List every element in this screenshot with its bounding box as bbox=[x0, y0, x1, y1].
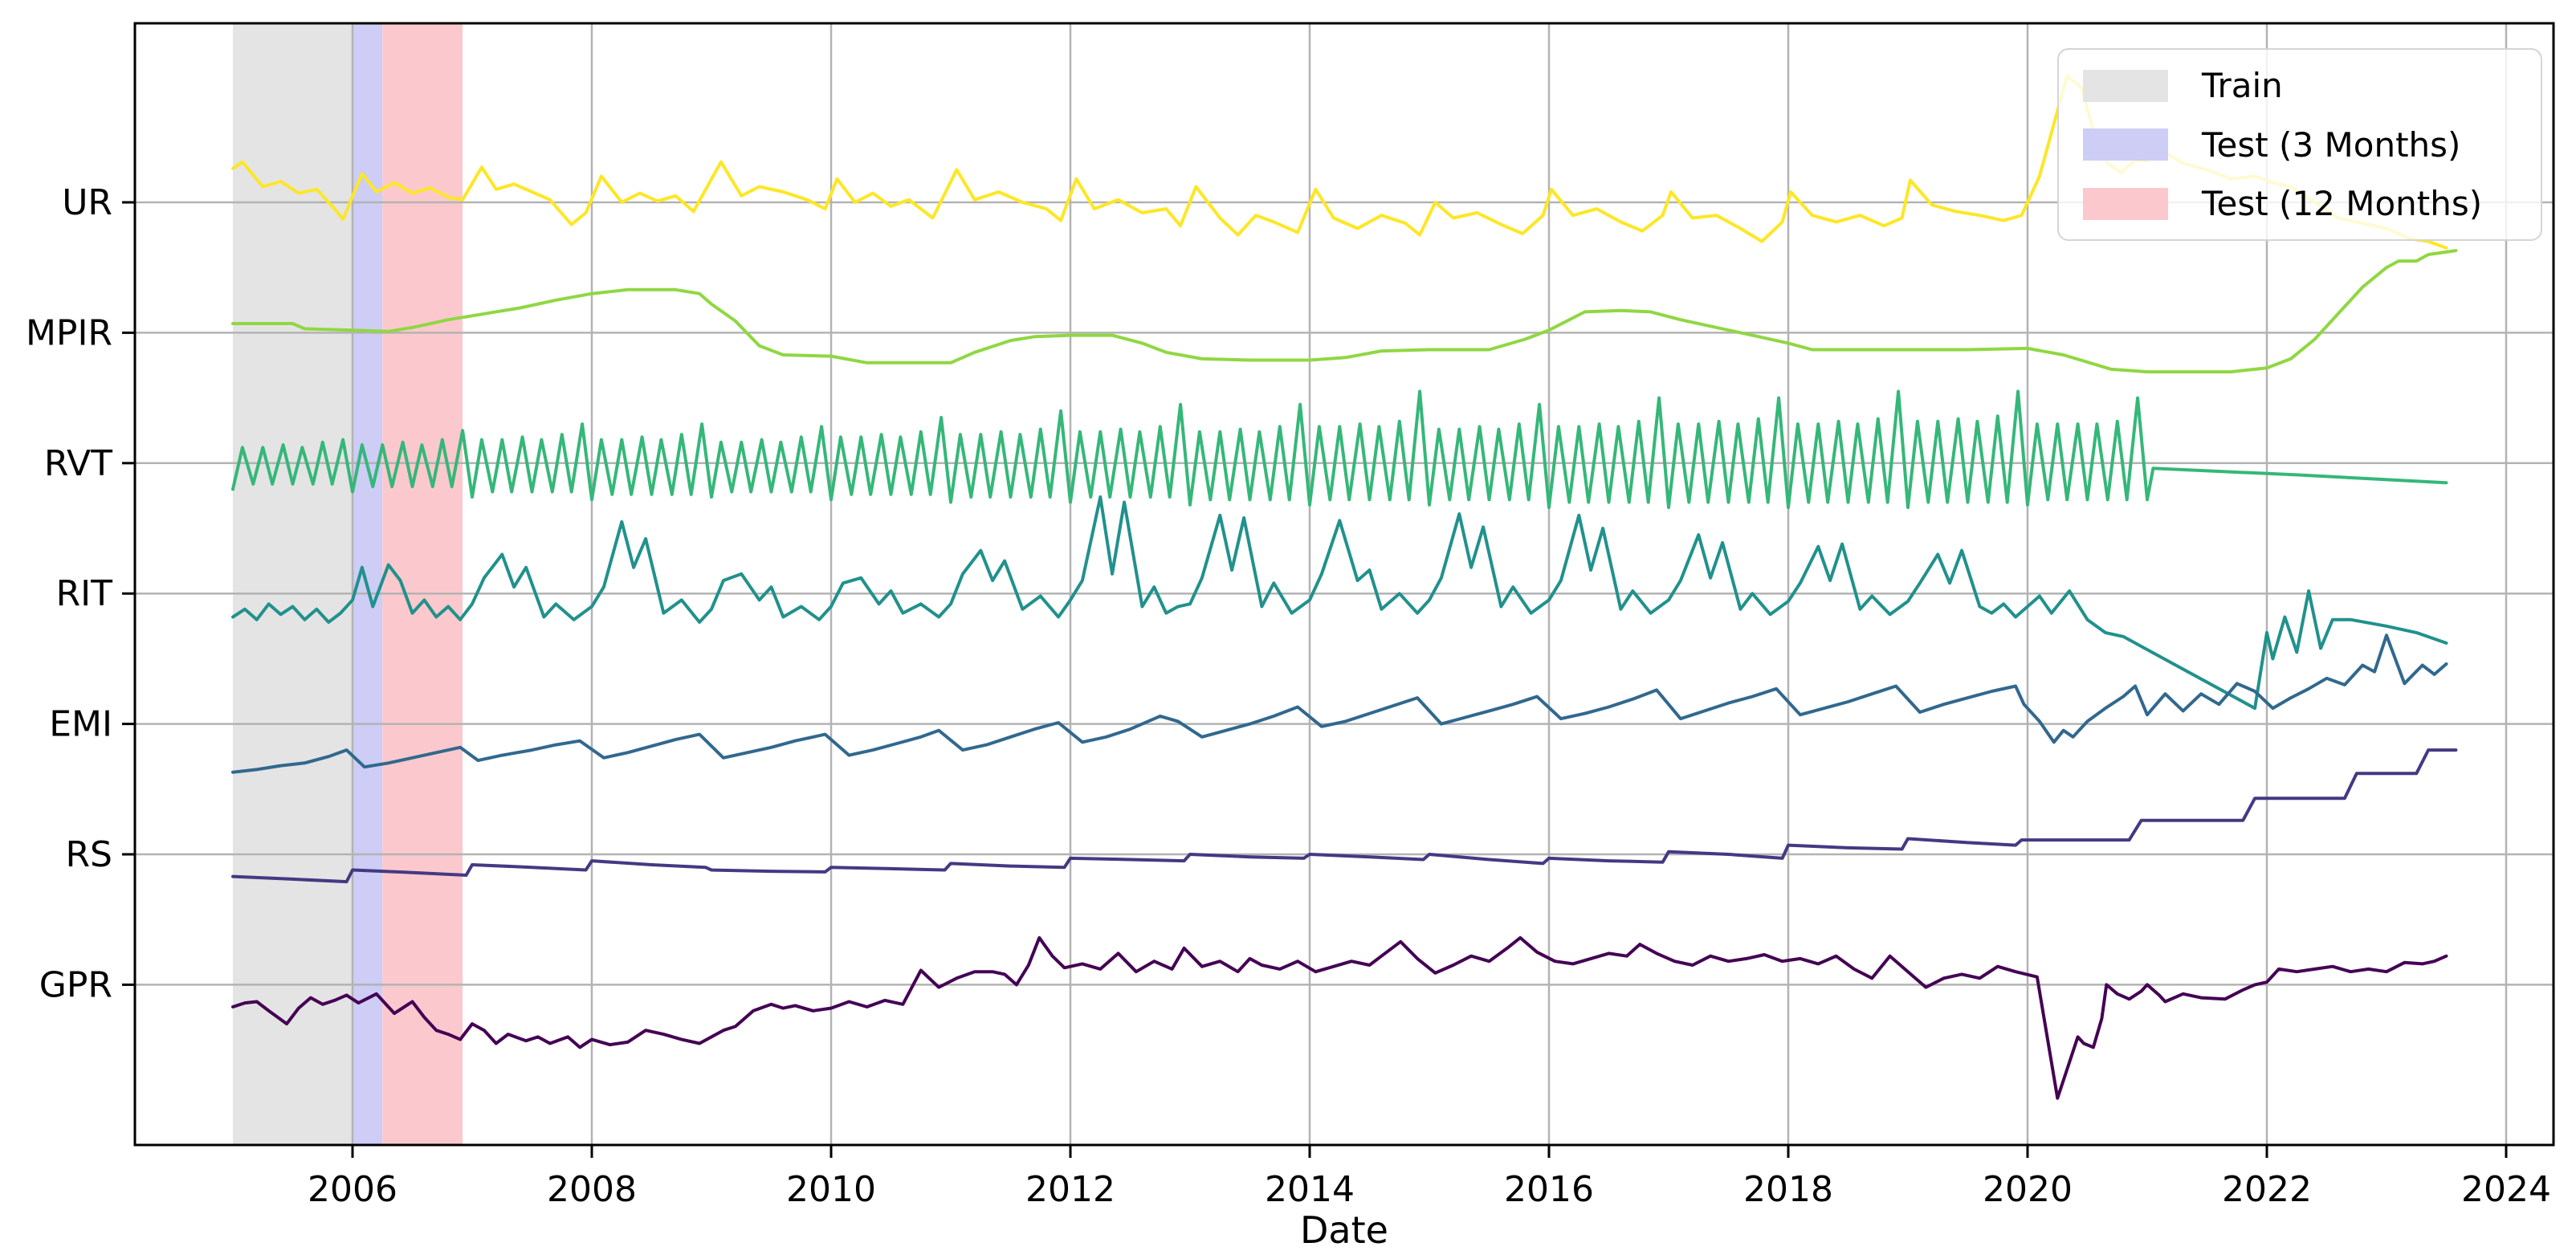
x-tick-label-2010: 2010 bbox=[786, 1169, 876, 1210]
legend-item-test-3-months: Test (3 Months) bbox=[2083, 125, 2517, 165]
series-line-rs bbox=[231, 748, 2458, 884]
legend: Train Test (3 Months) Test (12 Months) bbox=[2057, 48, 2542, 241]
series-line-emi bbox=[231, 634, 2448, 774]
band-test12m bbox=[382, 23, 463, 1145]
y-tick-label-rs: RS bbox=[65, 834, 112, 875]
x-tick-label-2018: 2018 bbox=[1743, 1169, 1833, 1210]
tick-marks bbox=[122, 201, 2508, 1158]
series-line-gpr bbox=[231, 935, 2448, 1100]
legend-swatch-train bbox=[2083, 69, 2168, 102]
series-line-rvt bbox=[231, 389, 2448, 509]
series-line-rit bbox=[231, 495, 2448, 711]
legend-item-test-12-months: Test (12 Months) bbox=[2083, 184, 2517, 223]
x-axis-title: Date bbox=[1300, 1208, 1388, 1252]
axes-spines bbox=[133, 22, 2555, 1147]
y-tick-label-rvt: RVT bbox=[44, 443, 112, 484]
x-tick-label-2008: 2008 bbox=[547, 1169, 637, 1210]
tick-labels: 2006 2008 2010 2012 2014 2016 2018 2020 2022 2024… bbox=[26, 182, 2551, 1210]
y-tick-label-gpr: GPR bbox=[39, 964, 112, 1005]
legend-swatch-test-3-months bbox=[2083, 128, 2168, 161]
y-tick-label-rit: RIT bbox=[56, 573, 113, 614]
x-tick-label-2024: 2024 bbox=[2461, 1169, 2551, 1210]
x-tick-label-2016: 2016 bbox=[1504, 1169, 1594, 1210]
series-line-mpir bbox=[231, 249, 2458, 374]
x-tick-label-2020: 2020 bbox=[1983, 1169, 2073, 1210]
x-tick-label-2006: 2006 bbox=[308, 1169, 397, 1210]
legend-label-train: Train bbox=[2202, 66, 2283, 105]
legend-swatch-test-12-months bbox=[2083, 187, 2168, 220]
y-tick-label-ur: UR bbox=[62, 182, 112, 223]
y-tick-label-emi: EMI bbox=[49, 704, 112, 745]
x-tick-label-2022: 2022 bbox=[2222, 1169, 2312, 1210]
legend-item-train: Train bbox=[2083, 66, 2517, 105]
shaded-bands bbox=[233, 23, 463, 1145]
plot-border bbox=[133, 22, 2555, 1147]
y-tick-label-mpir: MPIR bbox=[26, 312, 112, 353]
band-train bbox=[233, 23, 353, 1145]
legend-label-test-12-months: Test (12 Months) bbox=[2202, 184, 2483, 223]
legend-label-test-3-months: Test (3 Months) bbox=[2202, 124, 2461, 165]
x-tick-label-2014: 2014 bbox=[1265, 1169, 1355, 1210]
x-tick-label-2012: 2012 bbox=[1025, 1169, 1115, 1210]
